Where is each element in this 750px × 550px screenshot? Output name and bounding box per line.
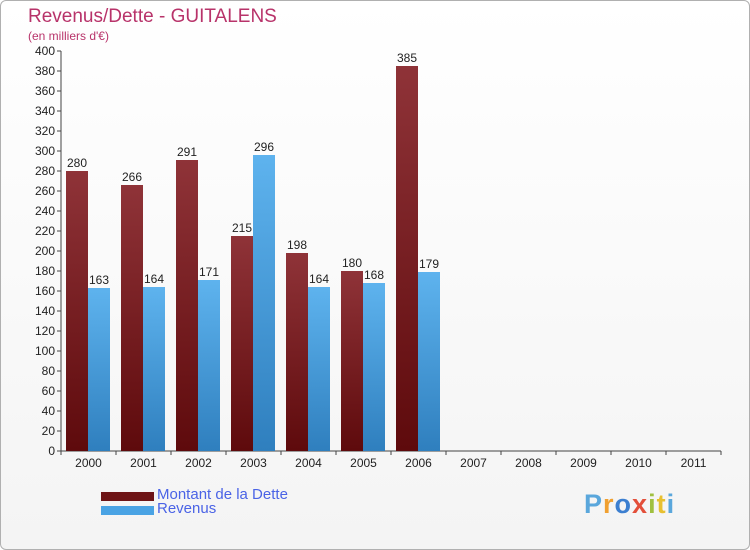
bar-revenus (143, 287, 165, 451)
x-tick-label: 2003 (240, 456, 267, 470)
bar-dette (176, 160, 198, 451)
bar-dette (121, 185, 143, 451)
bar-dette (341, 271, 363, 451)
x-tick-label: 2005 (350, 456, 377, 470)
chart-subtitle: (en milliers d'€) (28, 29, 109, 43)
data-label: 291 (177, 145, 197, 159)
data-label: 215 (232, 221, 252, 235)
y-tick-label: 40 (42, 404, 56, 418)
y-tick-label: 120 (35, 324, 55, 338)
axes: 0 20 40 60 80 100 120 140 160 180 200 220 240 260 280 3… (35, 44, 722, 470)
x-tick-label: 2008 (515, 456, 542, 470)
data-label: 180 (342, 256, 362, 270)
bar-revenus (253, 155, 275, 451)
bar-revenus (198, 280, 220, 451)
bar-revenus (363, 283, 385, 451)
y-tick-label: 60 (42, 384, 56, 398)
legend-label-revenus: Revenus (157, 500, 217, 517)
x-tick-label: 2009 (570, 456, 597, 470)
y-tick-label: 100 (35, 344, 55, 358)
chart-title: Revenus/Dette - GUITALENS (28, 6, 277, 27)
y-tick-label: 300 (35, 144, 55, 158)
data-label: 266 (122, 170, 142, 184)
x-tick-label: 2011 (681, 456, 707, 470)
y-tick-label: 0 (48, 444, 55, 458)
bar-dette (286, 253, 308, 451)
data-label: 164 (309, 272, 329, 286)
logo-letter: r (603, 489, 615, 519)
logo-letter: i (648, 489, 657, 519)
data-label: 171 (199, 265, 219, 279)
data-label: 179 (419, 257, 439, 271)
bar-revenus (88, 288, 110, 451)
x-tick-label: 2010 (625, 456, 652, 470)
x-tick-label: 2004 (295, 456, 322, 470)
bar-revenus (308, 287, 330, 451)
legend-swatch-debt (101, 492, 154, 501)
logo-letter: o (614, 489, 633, 519)
y-tick-label: 380 (35, 64, 55, 78)
proxiti-logo: Proxiti (584, 489, 675, 520)
y-tick-label: 260 (35, 184, 55, 198)
y-tick-label: 360 (35, 84, 55, 98)
y-tick-label: 160 (35, 284, 55, 298)
data-label: 198 (287, 238, 307, 252)
bar-dette (66, 171, 88, 451)
x-tick-label: 2006 (405, 456, 432, 470)
y-tick-label: 20 (42, 424, 56, 438)
legend-swatch-revenus (101, 506, 154, 515)
y-tick-label: 320 (35, 124, 55, 138)
data-label: 163 (89, 273, 109, 287)
x-tick-label: 2002 (185, 456, 212, 470)
y-tick-label: 240 (35, 204, 55, 218)
logo-letter: x (632, 489, 649, 519)
bar-revenus (418, 272, 440, 451)
data-label: 168 (364, 268, 384, 282)
logo-letter: t (656, 489, 667, 519)
y-tick-label: 340 (35, 104, 55, 118)
data-label: 280 (67, 156, 87, 170)
y-tick-label: 220 (35, 224, 55, 238)
logo-letter: P (584, 489, 604, 519)
bars (66, 66, 440, 451)
bar-dette (231, 236, 253, 451)
data-label: 385 (397, 51, 417, 65)
x-tick-label: 2007 (460, 456, 487, 470)
data-label: 296 (254, 140, 274, 154)
value-labels: 280 266 291 215 198 180 385 163 164 171 296 164 168 1… (67, 51, 439, 287)
bar-dette (396, 66, 418, 451)
data-label: 164 (144, 272, 164, 286)
legend-label-debt: Montant de la Dette (157, 486, 288, 503)
y-tick-label: 400 (35, 44, 55, 58)
y-tick-label: 280 (35, 164, 55, 178)
x-tick-label: 2001 (130, 456, 157, 470)
y-tick-label: 200 (35, 244, 55, 258)
x-tick-label: 2000 (75, 456, 102, 470)
logo-letter: i (666, 489, 676, 519)
y-tick-label: 80 (42, 364, 56, 378)
y-tick-label: 140 (35, 304, 55, 318)
y-tick-label: 180 (35, 264, 55, 278)
